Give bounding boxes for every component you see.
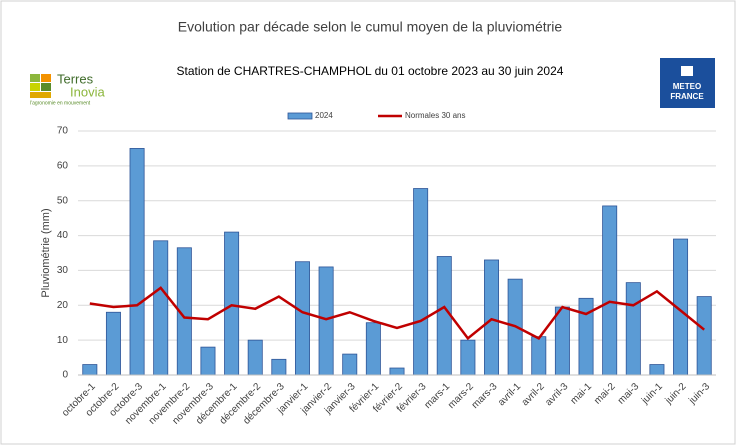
bar <box>413 188 429 376</box>
y-axis-label: Pluviométrie (mm) <box>40 208 52 297</box>
y-tick-label: 20 <box>57 300 69 311</box>
bar <box>82 364 98 376</box>
line <box>89 286 705 341</box>
y-tick-label: 0 <box>62 370 68 381</box>
bar <box>389 367 405 376</box>
logo-square <box>41 83 51 91</box>
bar <box>578 297 594 376</box>
logo-tagline: l'agronomie en mouvement <box>30 100 91 106</box>
logo-text: FRANCE <box>670 92 704 101</box>
bar <box>318 266 334 376</box>
y-tick-label: 50 <box>57 195 69 206</box>
bar <box>200 346 216 376</box>
logo-icon <box>681 66 693 76</box>
bar <box>247 339 263 376</box>
legend-label: 2024 <box>315 111 333 120</box>
bar <box>531 336 547 376</box>
bar <box>484 259 500 376</box>
logo-text: Terres <box>57 71 94 86</box>
chart-subtitle: Station de CHARTRES-CHAMPHOL du 01 octob… <box>177 64 564 78</box>
logo-square <box>41 74 51 82</box>
bar <box>460 339 476 376</box>
legend-label: Normales 30 ans <box>405 111 465 120</box>
bar <box>649 364 665 376</box>
bar <box>365 322 381 376</box>
bar <box>625 282 641 376</box>
bar <box>105 311 121 376</box>
bar <box>342 353 358 376</box>
logo-left: Terres Inovia l'agronomie en mouvement <box>30 71 105 106</box>
bar <box>696 296 712 376</box>
y-tick-label: 60 <box>57 160 69 171</box>
bar <box>129 148 145 376</box>
logo-text: METEO <box>673 82 701 91</box>
y-tick-label: 10 <box>57 335 69 346</box>
bar <box>436 256 452 376</box>
bar <box>602 205 618 376</box>
y-tick-label: 30 <box>57 265 69 276</box>
bar <box>554 306 570 376</box>
logo-square <box>30 92 51 98</box>
bar <box>224 231 240 376</box>
legend-swatch <box>287 112 313 120</box>
logo-right: METEO FRANCE <box>660 58 715 108</box>
bar <box>153 240 169 376</box>
chart-title: Evolution par décade selon le cumul moye… <box>178 19 563 35</box>
y-tick-label: 70 <box>57 126 69 137</box>
bar <box>294 261 310 376</box>
y-tick-label: 40 <box>57 230 69 241</box>
logo-square <box>30 74 40 82</box>
logo-square <box>30 83 40 91</box>
bar <box>271 358 287 376</box>
logo-text: Inovia <box>70 84 105 99</box>
